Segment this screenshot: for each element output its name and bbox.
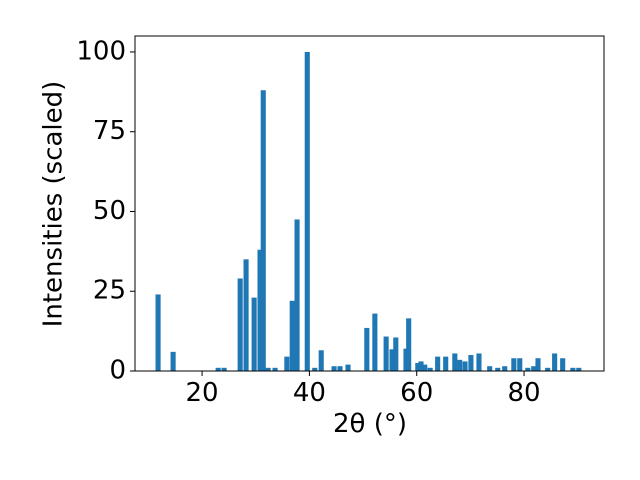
bar — [383, 336, 389, 371]
bar — [221, 367, 227, 371]
bar — [272, 367, 278, 371]
bar — [406, 318, 412, 371]
bar — [487, 366, 493, 371]
x-axis-label: 2θ (°) — [333, 409, 407, 439]
bar — [372, 313, 378, 371]
bar — [155, 294, 161, 371]
bar — [331, 366, 337, 371]
bar — [294, 219, 300, 371]
bar — [415, 363, 421, 371]
bar — [560, 358, 566, 371]
y-tick-label: 25 — [93, 276, 126, 306]
bar — [511, 358, 517, 371]
bar — [517, 358, 523, 371]
bar — [545, 367, 551, 371]
bar — [418, 361, 424, 371]
bar — [403, 348, 409, 371]
bar — [237, 278, 243, 371]
x-tick-label: 80 — [507, 378, 540, 408]
bar — [170, 351, 176, 371]
bar — [422, 364, 428, 371]
bar — [462, 361, 468, 371]
bar — [535, 358, 541, 371]
y-tick-label: 0 — [109, 356, 126, 386]
x-tick-label: 40 — [293, 378, 326, 408]
bar — [525, 367, 531, 371]
bar — [312, 367, 318, 371]
bar — [452, 353, 458, 371]
y-tick-label: 100 — [76, 36, 126, 66]
bar — [393, 337, 399, 371]
y-tick-label: 75 — [93, 116, 126, 146]
bar — [318, 350, 324, 371]
bar — [304, 51, 310, 371]
bar — [257, 249, 263, 371]
bar — [284, 356, 290, 371]
bar — [251, 297, 257, 371]
bar — [265, 367, 271, 371]
x-tick-label: 20 — [186, 378, 219, 408]
bar — [435, 356, 441, 371]
bar — [552, 353, 558, 371]
bar — [289, 300, 295, 371]
y-tick-label: 50 — [93, 196, 126, 226]
bar — [364, 327, 370, 371]
bar — [443, 356, 449, 371]
bar — [495, 367, 501, 371]
bar — [576, 367, 582, 371]
bar — [389, 349, 395, 371]
y-axis-label: Intensities (scaled) — [39, 81, 69, 328]
bar — [531, 366, 537, 371]
bar — [345, 364, 351, 371]
bar — [570, 367, 576, 371]
bar — [243, 259, 249, 371]
bar — [468, 355, 474, 371]
bar — [502, 366, 508, 371]
bar — [260, 90, 266, 371]
bar — [215, 367, 221, 371]
x-tick-label: 60 — [400, 378, 433, 408]
bar — [427, 367, 433, 371]
plot-frame — [134, 35, 605, 372]
bar — [476, 353, 482, 371]
bar — [457, 359, 463, 371]
bar — [337, 366, 343, 371]
